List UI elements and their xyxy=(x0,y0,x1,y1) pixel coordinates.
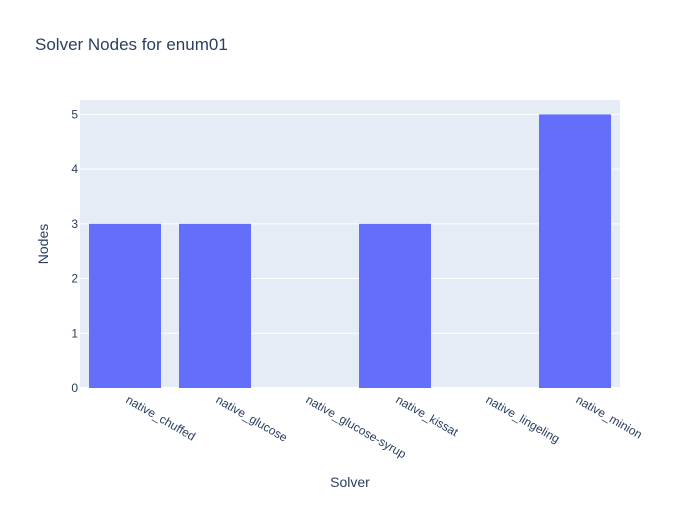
y-tick-label: 3 xyxy=(71,217,78,231)
y-axis-label: Nodes xyxy=(35,224,51,264)
y-tick-label: 2 xyxy=(71,272,78,286)
x-tick-label: native_minion xyxy=(574,392,645,441)
y-tick-label: 0 xyxy=(71,381,78,395)
x-tick-label: native_kissat xyxy=(394,392,462,439)
plot-area xyxy=(80,100,620,388)
chart-title: Solver Nodes for enum01 xyxy=(35,35,228,54)
x-tick-label: native_glucose xyxy=(214,392,291,444)
y-tick-label: 5 xyxy=(71,107,78,121)
x-axis-label: Solver xyxy=(330,474,370,490)
bar-native_minion[interactable] xyxy=(539,114,611,389)
bars-group xyxy=(89,114,611,389)
x-tick-label: native_chuffed xyxy=(124,392,198,443)
y-tick-label: 1 xyxy=(71,326,78,340)
bar-native_chuffed[interactable] xyxy=(89,223,161,388)
bar-native_kissat[interactable] xyxy=(359,223,431,388)
x-tick-label: native_lingeling xyxy=(484,392,563,445)
gridlines xyxy=(80,113,620,389)
y-axis-ticks: 0 1 2 3 4 5 xyxy=(71,107,78,395)
y-tick-label: 4 xyxy=(71,162,78,176)
x-tick-label: native_glucose-syrup xyxy=(304,392,409,461)
x-axis-ticks: native_chuffed native_glucose native_gluco… xyxy=(124,392,645,461)
bar-native_glucose[interactable] xyxy=(179,223,251,388)
